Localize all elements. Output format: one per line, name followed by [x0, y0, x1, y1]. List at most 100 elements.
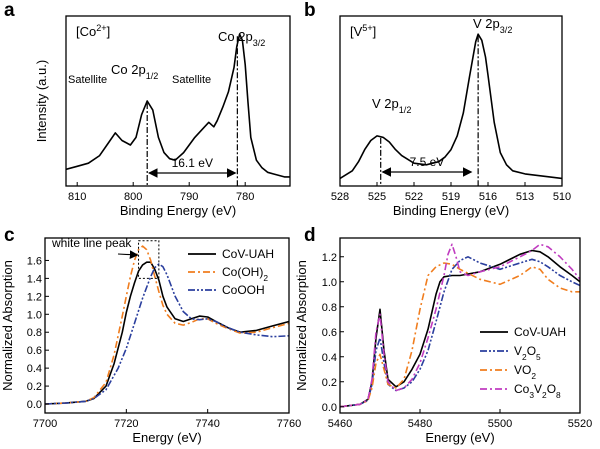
- legend-label: Co(OH)2: [222, 265, 268, 283]
- legend-label-part: O: [527, 344, 536, 358]
- satellite-label-right-part: Satellite: [172, 74, 211, 86]
- series-line-Co(OH)2: [45, 245, 289, 405]
- legend-label-part: 5: [536, 352, 541, 362]
- legend-label-part: 2: [531, 371, 536, 381]
- peak-label-v2p32: V 2p3/2: [473, 16, 512, 35]
- white-line-peak-label: white line peak: [51, 236, 132, 250]
- peak-label-co2p32-part: 3/2: [253, 38, 266, 48]
- legend-label-part: VO: [514, 363, 531, 377]
- legend-label-part: CoV-UAH: [222, 247, 274, 261]
- x-axis-label: Binding Energy (eV): [120, 203, 236, 218]
- series-line-CoOOH: [45, 263, 289, 405]
- x-tick-label: 5520: [568, 418, 592, 430]
- peak-label-co2p32: Co 2p3/2: [218, 29, 265, 48]
- panel-c: c 7700 7720 7740 7760 Energy (eV) 0.0 0.2 0.4 0.6…: [0, 225, 301, 445]
- legend-label-part: V: [534, 382, 542, 396]
- peak-label-co2p12: Co 2p1/2: [111, 62, 158, 81]
- white-line-peak-arrow: [117, 250, 139, 260]
- x-tick-label: 7760: [277, 418, 301, 430]
- inset-label-part: ]: [373, 24, 377, 39]
- x-tick-label: 5500: [488, 418, 512, 430]
- x-tick-label: 5480: [408, 418, 432, 430]
- y-tick-label: 1.2: [322, 252, 337, 264]
- x-tick-label: 5460: [328, 418, 352, 430]
- inset-label: [V5+]: [350, 23, 376, 39]
- legend-label-part: CoOOH: [222, 283, 265, 297]
- y-tick-label: 0.2: [27, 381, 42, 393]
- peak-label-co2p32-part: Co 2p: [218, 29, 253, 44]
- y-tick-label: 0.8: [322, 302, 337, 314]
- y-tick-label: 0.4: [27, 363, 42, 375]
- legend-label: CoV-UAH: [514, 325, 566, 339]
- x-tick-label: 528: [331, 191, 349, 203]
- legend-label: CoOOH: [222, 283, 265, 297]
- white-line-peak-box: [138, 240, 160, 279]
- x-tick-label: 7720: [114, 418, 138, 430]
- y-tick-label: 0.8: [27, 327, 42, 339]
- y-tick-label: 0.0: [27, 399, 42, 411]
- x-tick-label: 525: [368, 191, 386, 203]
- peak-label-co2p12-part: 1/2: [146, 71, 159, 81]
- y-tick-label: 1.6: [27, 255, 42, 267]
- inset-label-part: [Co: [76, 24, 96, 39]
- panel-letter: b: [304, 0, 316, 21]
- y-axis-label: Intensity (a.u.): [34, 60, 49, 142]
- legend-label-part: O: [547, 382, 556, 396]
- peak-label-v2p12: V 2p1/2: [372, 96, 411, 115]
- panel-d: d 5460 5480 5500 5520 Energy (eV) 0.0 0.2 0.4 0.6…: [294, 225, 592, 445]
- x-tick-label: 516: [479, 191, 497, 203]
- y-tick-label: 1.2: [27, 291, 42, 303]
- peak-label-v2p12-part: 1/2: [399, 105, 412, 115]
- x-tick-label: 510: [553, 191, 571, 203]
- series-line: [66, 33, 290, 178]
- series-line-CoV-UAH: [45, 261, 289, 405]
- inset-label-part: [V: [350, 24, 363, 39]
- legend-label: Co3V2O8: [514, 382, 561, 400]
- peak-label-v2p32-part: 3/2: [500, 25, 513, 35]
- y-tick-label: 0.2: [322, 377, 337, 389]
- legend-label-part: V: [514, 344, 522, 358]
- panel-b: b 528 525 522 519 516 513 510 Binding Energy (eV…: [304, 0, 571, 218]
- x-tick-label: 790: [180, 191, 198, 203]
- legend-label-part: Co(OH): [222, 265, 263, 279]
- peak-label-v2p12-part: V 2p: [372, 96, 399, 111]
- inset-label-part: 5+: [362, 23, 372, 33]
- y-tick-label: 0.6: [322, 327, 337, 339]
- satellite-label-right: Satellite: [172, 74, 211, 86]
- inset-label: [Co2+]: [76, 23, 110, 39]
- satellite-label-left: Satellite: [68, 74, 107, 86]
- y-tick-label: 0.6: [27, 345, 42, 357]
- x-axis-label: Energy (eV): [425, 430, 494, 445]
- peak-label-co2p12-part: Co 2p: [111, 62, 146, 77]
- plot-frame: [65, 15, 291, 187]
- legend-label-part: 3: [529, 390, 534, 400]
- x-tick-label: 522: [405, 191, 423, 203]
- series-line-VO2: [340, 262, 580, 408]
- legend-label-part: CoV-UAH: [514, 325, 566, 339]
- series-line-Co3V2O8: [340, 243, 580, 408]
- y-tick-label: 1.0: [27, 309, 42, 321]
- y-axis-label: Normalized Absorption: [294, 260, 309, 391]
- separation-label: 16.1 eV: [172, 156, 213, 170]
- inset-label-part: ]: [107, 24, 111, 39]
- legend-label-part: 8: [556, 390, 561, 400]
- x-tick-label: 7700: [33, 418, 57, 430]
- satellite-label-left-part: Satellite: [68, 74, 107, 86]
- plot-frame: [44, 237, 290, 414]
- x-tick-label: 800: [124, 191, 142, 203]
- y-tick-label: 0.0: [322, 402, 337, 414]
- y-tick-label: 1.0: [322, 277, 337, 289]
- x-tick-label: 519: [442, 191, 460, 203]
- y-axis-label: Normalized Absorption: [0, 260, 15, 391]
- y-tick-label: 0.4: [322, 352, 337, 364]
- x-tick-label: 780: [236, 191, 254, 203]
- panel-letter: a: [4, 0, 15, 21]
- separation-label: 7.5 eV: [410, 155, 445, 169]
- panel-letter: c: [4, 225, 15, 246]
- inset-label-part: 2+: [96, 23, 106, 33]
- x-tick-label: 810: [68, 191, 86, 203]
- x-axis-label: Binding Energy (eV): [393, 203, 509, 218]
- peak-label-v2p32-part: V 2p: [473, 16, 500, 31]
